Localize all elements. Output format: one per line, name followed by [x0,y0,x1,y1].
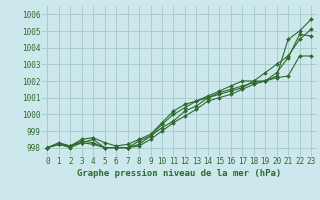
X-axis label: Graphe pression niveau de la mer (hPa): Graphe pression niveau de la mer (hPa) [77,169,281,178]
